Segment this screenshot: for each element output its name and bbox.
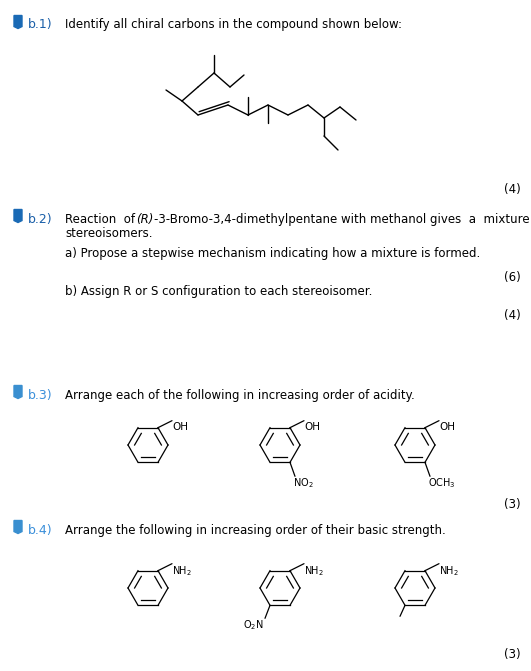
Text: OH: OH — [439, 421, 455, 431]
Text: NH$_2$: NH$_2$ — [304, 565, 324, 578]
Text: (4): (4) — [503, 183, 520, 196]
Text: OH: OH — [304, 421, 320, 431]
Text: b.2): b.2) — [28, 213, 53, 226]
Text: NH$_2$: NH$_2$ — [439, 565, 459, 578]
Text: (3): (3) — [504, 498, 520, 511]
Text: OH: OH — [172, 421, 188, 431]
Text: b.3): b.3) — [28, 389, 53, 402]
Text: OCH$_3$: OCH$_3$ — [428, 476, 456, 490]
Text: NO$_2$: NO$_2$ — [293, 476, 314, 490]
Text: Identify all chiral carbons in the compound shown below:: Identify all chiral carbons in the compo… — [65, 18, 402, 31]
Text: stereoisomers.: stereoisomers. — [65, 227, 152, 240]
Polygon shape — [14, 521, 22, 533]
Polygon shape — [14, 15, 22, 28]
Polygon shape — [14, 386, 22, 399]
Text: a) Propose a stepwise mechanism indicating how a mixture is formed.: a) Propose a stepwise mechanism indicati… — [65, 247, 480, 260]
Polygon shape — [14, 209, 22, 223]
Text: O$_2$N: O$_2$N — [243, 618, 264, 632]
Text: (4): (4) — [503, 309, 520, 322]
Text: (R): (R) — [136, 213, 153, 226]
Text: Arrange the following in increasing order of their basic strength.: Arrange the following in increasing orde… — [65, 524, 446, 537]
Text: Reaction  of: Reaction of — [65, 213, 139, 226]
Text: b.4): b.4) — [28, 524, 53, 537]
Text: NH$_2$: NH$_2$ — [172, 565, 192, 578]
Text: b) Assign R or S configuration to each stereoisomer.: b) Assign R or S configuration to each s… — [65, 285, 372, 298]
Text: (3): (3) — [504, 648, 520, 661]
Text: b.1): b.1) — [28, 18, 53, 31]
Text: Arrange each of the following in increasing order of acidity.: Arrange each of the following in increas… — [65, 389, 415, 402]
Text: (6): (6) — [503, 271, 520, 284]
Text: -3-Bromo-3,4-dimethylpentane with methanol gives  a  mixture  of: -3-Bromo-3,4-dimethylpentane with methan… — [154, 213, 531, 226]
